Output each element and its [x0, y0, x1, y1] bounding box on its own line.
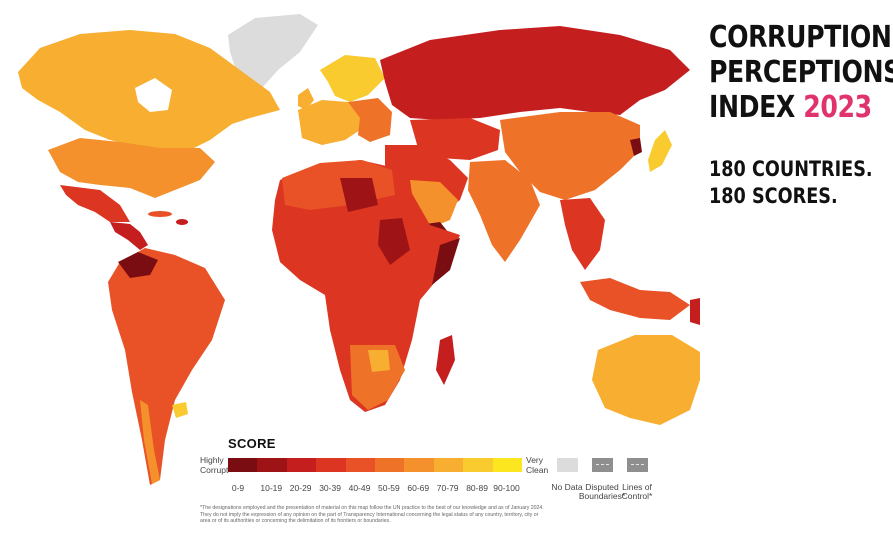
tagline-line-1: 180 COUNTRIES.	[709, 157, 873, 181]
score-swatch-60-69	[404, 458, 434, 472]
score-tick-0-9: 0-9	[231, 483, 245, 493]
region-png	[690, 298, 700, 325]
score-tick-labels: 0-9 10-19 20-29 30-39 40-49 50-59 60-69 70-79 80…	[228, 483, 528, 495]
score-swatch-0-9	[228, 458, 258, 472]
disputed-label-1: Disputed	[585, 482, 619, 492]
region-russia	[380, 26, 690, 120]
score-tick-80-89: 80-89	[466, 483, 488, 493]
region-scandinavia	[320, 55, 385, 102]
region-somalia	[432, 238, 460, 285]
legend-high-label: Very Clean	[526, 455, 548, 475]
title-line-3: INDEX 2023	[709, 90, 872, 125]
no-data-label: No Data	[551, 482, 583, 492]
lines-label-2: Control*	[621, 491, 653, 501]
region-southern-africa	[350, 345, 405, 410]
region-uk	[298, 88, 314, 110]
score-color-scale	[228, 458, 523, 472]
region-indonesia	[580, 278, 690, 320]
region-central-asia	[410, 118, 500, 160]
score-swatch-20-29	[286, 458, 317, 472]
region-greenland	[228, 14, 318, 92]
region-korea	[630, 138, 642, 156]
region-africa	[272, 160, 460, 412]
score-tick-90-100: 90-100	[493, 483, 520, 493]
disputed-label-2: Boundaries*	[578, 491, 626, 501]
region-europe-east	[348, 98, 392, 142]
score-tick-70-79: 70-79	[436, 483, 459, 493]
region-usa	[48, 138, 215, 198]
region-chile	[140, 400, 160, 484]
world-map	[18, 14, 700, 485]
score-tick-30-39: 30-39	[319, 483, 341, 493]
region-central-america	[110, 222, 148, 250]
no-data-swatch	[557, 458, 578, 472]
region-south-asia	[468, 160, 540, 262]
score-swatch-10-19	[257, 458, 287, 472]
score-tick-60-69: 60-69	[407, 483, 430, 493]
region-libya	[340, 178, 378, 212]
score-tick-10-19: 10-19	[260, 483, 283, 493]
region-japan	[648, 130, 672, 172]
legend-low-label: Highly Corrupt	[200, 455, 228, 475]
region-australia	[592, 335, 700, 425]
title-line-2: PERCEPTIONS	[709, 55, 893, 90]
score-swatch-40-49	[345, 458, 376, 472]
disclaimer: *The designations employed and the prese…	[200, 505, 544, 525]
legend-low-label-1: Highly	[200, 455, 224, 465]
lines-label-1: Lines of	[622, 482, 652, 492]
index-title: CORRUPTION PERCEPTIONS INDEX 2023	[709, 20, 893, 125]
tagline: 180 COUNTRIES. 180 SCORES.	[709, 156, 873, 210]
legend-high-label-2: Clean	[526, 465, 549, 475]
lines-of-control-label: Lines of Control*	[622, 483, 653, 501]
disputed-label: Disputed Boundaries*	[579, 483, 625, 501]
region-southeast-asia	[560, 198, 605, 270]
score-swatch-30-39	[316, 458, 346, 472]
title-prefix: INDEX	[709, 90, 795, 125]
score-swatch-50-59	[375, 458, 405, 472]
disputed-swatch	[592, 458, 613, 472]
legend-title: SCORE	[228, 436, 276, 451]
score-swatch-70-79	[433, 458, 464, 472]
score-swatch-90-100	[492, 458, 523, 472]
tagline-line-2: 180 SCORES.	[709, 184, 838, 208]
region-south-america	[108, 248, 225, 485]
region-mexico	[60, 185, 130, 222]
score-tick-20-29: 20-29	[289, 483, 312, 493]
legend-low-label-2: Corrupt	[200, 465, 229, 475]
region-sudan	[378, 218, 410, 265]
region-madagascar	[436, 335, 455, 385]
title-year: 2023	[803, 90, 872, 125]
score-tick-50-59: 50-59	[378, 483, 400, 493]
score-swatch-80-89	[463, 458, 493, 472]
region-botswana	[368, 350, 390, 372]
region-uruguay	[172, 402, 188, 418]
lines-of-control-swatch	[627, 458, 648, 472]
legend-high-label-1: Very	[526, 455, 544, 465]
region-venezuela	[118, 252, 158, 278]
region-europe-west	[298, 100, 362, 145]
title-line-1: CORRUPTION	[709, 20, 892, 55]
score-tick-40-49: 40-49	[348, 483, 371, 493]
region-china	[500, 112, 640, 200]
